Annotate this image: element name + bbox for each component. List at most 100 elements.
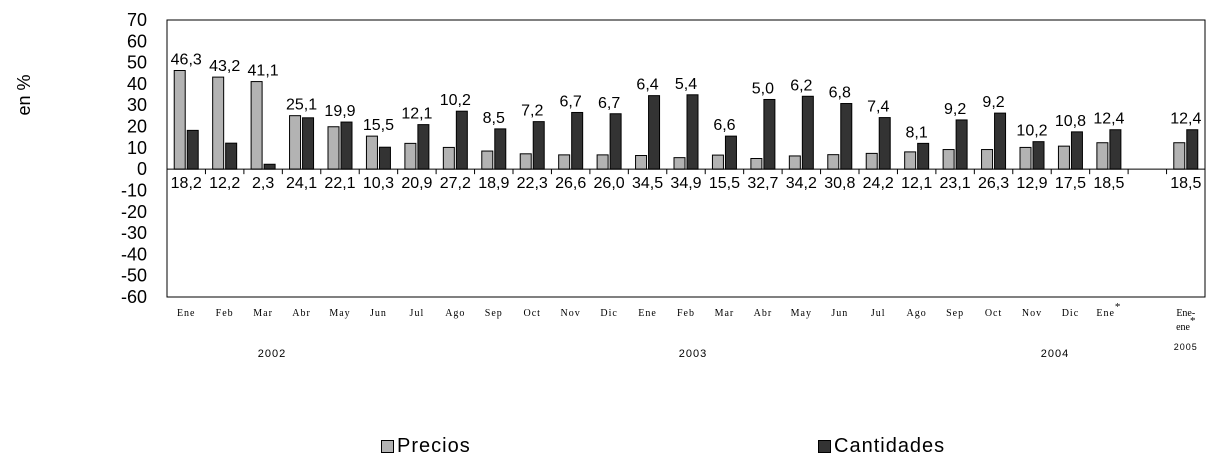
data-label-cantidades: 26,3 <box>978 175 1009 192</box>
data-label-cantidades: 18,5 <box>1170 175 1201 192</box>
data-label-cantidades: 23,1 <box>940 175 971 192</box>
bar-precios <box>1057 145 1070 170</box>
data-label-cantidades: 12,2 <box>209 175 240 192</box>
bar-cantidades <box>1109 129 1122 170</box>
x-category-label: Jun <box>831 308 848 319</box>
bar-precios <box>827 154 840 170</box>
x-category-label: Oct <box>985 308 1002 319</box>
data-label-cantidades: 34,2 <box>786 175 817 192</box>
data-label-cantidades: 26,0 <box>594 175 625 192</box>
bar-precios <box>1019 146 1032 170</box>
bar-cantidades <box>225 142 238 170</box>
legend-label-cantidades: Cantidades <box>834 435 946 457</box>
bar-precios <box>596 154 609 170</box>
bar-cantidades <box>994 112 1007 170</box>
data-label-precios: 6,6 <box>713 117 735 134</box>
y-tick-label: 70 <box>127 10 147 30</box>
bar-cantidades <box>571 111 584 170</box>
y-tick-label: 60 <box>127 31 147 51</box>
data-label-precios: 6,7 <box>560 93 582 110</box>
x-category-label: Mar <box>715 308 735 319</box>
data-label-precios: 9,2 <box>982 94 1004 111</box>
y-tick-label: -40 <box>121 244 147 264</box>
data-label-cantidades: 18,2 <box>171 175 202 192</box>
x-category-label: Feb <box>677 308 695 319</box>
y-tick-label: 40 <box>127 74 147 94</box>
bar-cantidades <box>801 95 814 170</box>
precios-data-labels: 46,3 43,2 41,1 25,1 19,9 15,5 12,1 10,2 8,5 7,2 6,… <box>171 51 1202 141</box>
y-tick-label: 20 <box>127 117 147 137</box>
x-category-label: Mar <box>253 308 273 319</box>
bar-precios <box>711 154 724 170</box>
x-category-label: Dic <box>1062 308 1079 319</box>
data-label-precios: 9,2 <box>944 101 966 118</box>
data-label-cantidades: 24,2 <box>863 175 894 192</box>
x-category-label: Ago <box>445 308 465 319</box>
data-label-precios: 10,2 <box>440 92 471 109</box>
bar-cantidades <box>1186 129 1199 170</box>
bar-cantidades <box>417 124 430 170</box>
y-tick-label: 30 <box>127 95 147 115</box>
bar-cantidades <box>609 113 622 170</box>
bar-precios <box>1096 142 1109 170</box>
data-label-precios: 19,9 <box>324 103 355 120</box>
bar-precios <box>1173 142 1186 170</box>
x-category-label: Ene <box>638 308 657 319</box>
data-label-cantidades: 24,1 <box>286 175 317 192</box>
data-label-cantidades: 20,9 <box>401 175 432 192</box>
data-label-precios: 46,3 <box>171 51 202 68</box>
x-category-label: Ene* <box>1096 301 1121 319</box>
bar-precios <box>981 149 994 170</box>
bar-precios <box>442 146 455 170</box>
bar-precios <box>404 142 417 170</box>
legend-precios: Precios <box>381 435 471 458</box>
x-category-label: Jul <box>410 308 425 319</box>
bar-precios <box>250 81 263 170</box>
y-tick-label: -60 <box>121 287 147 307</box>
data-label-cantidades: 26,6 <box>555 175 586 192</box>
data-label-precios: 15,5 <box>363 117 394 134</box>
data-label-precios: 25,1 <box>286 97 317 114</box>
bar-cantidades <box>878 117 891 170</box>
y-tick-label: 50 <box>127 53 147 73</box>
data-label-cantidades: 17,5 <box>1055 175 1086 192</box>
data-label-cantidades: 12,9 <box>1016 175 1047 192</box>
bar-precios <box>173 69 186 170</box>
data-label-cantidades: 10,3 <box>363 175 394 192</box>
x-category-label: Ago <box>907 308 927 319</box>
data-label-cantidades: 34,9 <box>670 175 701 192</box>
data-label-precios: 6,8 <box>829 85 851 102</box>
bar-cantidades <box>840 103 853 170</box>
data-label-cantidades: 27,2 <box>440 175 471 192</box>
bar-precios <box>327 126 340 170</box>
bar-cantidades <box>263 163 276 170</box>
bar-cantidades <box>494 128 507 170</box>
data-label-cantidades: 22,1 <box>324 175 355 192</box>
year-labels: 2002 2003 2004 2005 <box>258 342 1197 360</box>
year-label: 2004 <box>1041 348 1069 360</box>
bar-precios <box>212 76 225 170</box>
y-tick-label: 0 <box>137 159 147 179</box>
data-label-precios: 10,2 <box>1016 123 1047 140</box>
data-label-precios: 12,4 <box>1093 111 1124 128</box>
data-label-precios: 7,2 <box>521 103 543 120</box>
bar-precios <box>289 115 302 170</box>
x-category-label: Sep <box>946 308 964 319</box>
x-category-label: Abr <box>754 308 773 319</box>
x-category-label: Abr <box>292 308 311 319</box>
x-category-label: Jul <box>871 308 886 319</box>
y-tick-label: 10 <box>127 138 147 158</box>
bar-precios <box>481 150 494 170</box>
bar-precios <box>365 135 378 170</box>
data-label-cantidades: 12,1 <box>901 175 932 192</box>
plot-frame <box>166 19 1206 298</box>
data-label-precios: 6,7 <box>598 95 620 112</box>
bar-cantidades <box>955 119 968 170</box>
x-category-label: Feb <box>216 308 234 319</box>
y-tick-label: -20 <box>121 202 147 222</box>
data-label-precios: 10,8 <box>1055 113 1086 130</box>
x-tick-marks <box>166 169 1206 175</box>
data-label-cantidades: 15,5 <box>709 175 740 192</box>
data-label-precios: 7,4 <box>867 99 889 116</box>
